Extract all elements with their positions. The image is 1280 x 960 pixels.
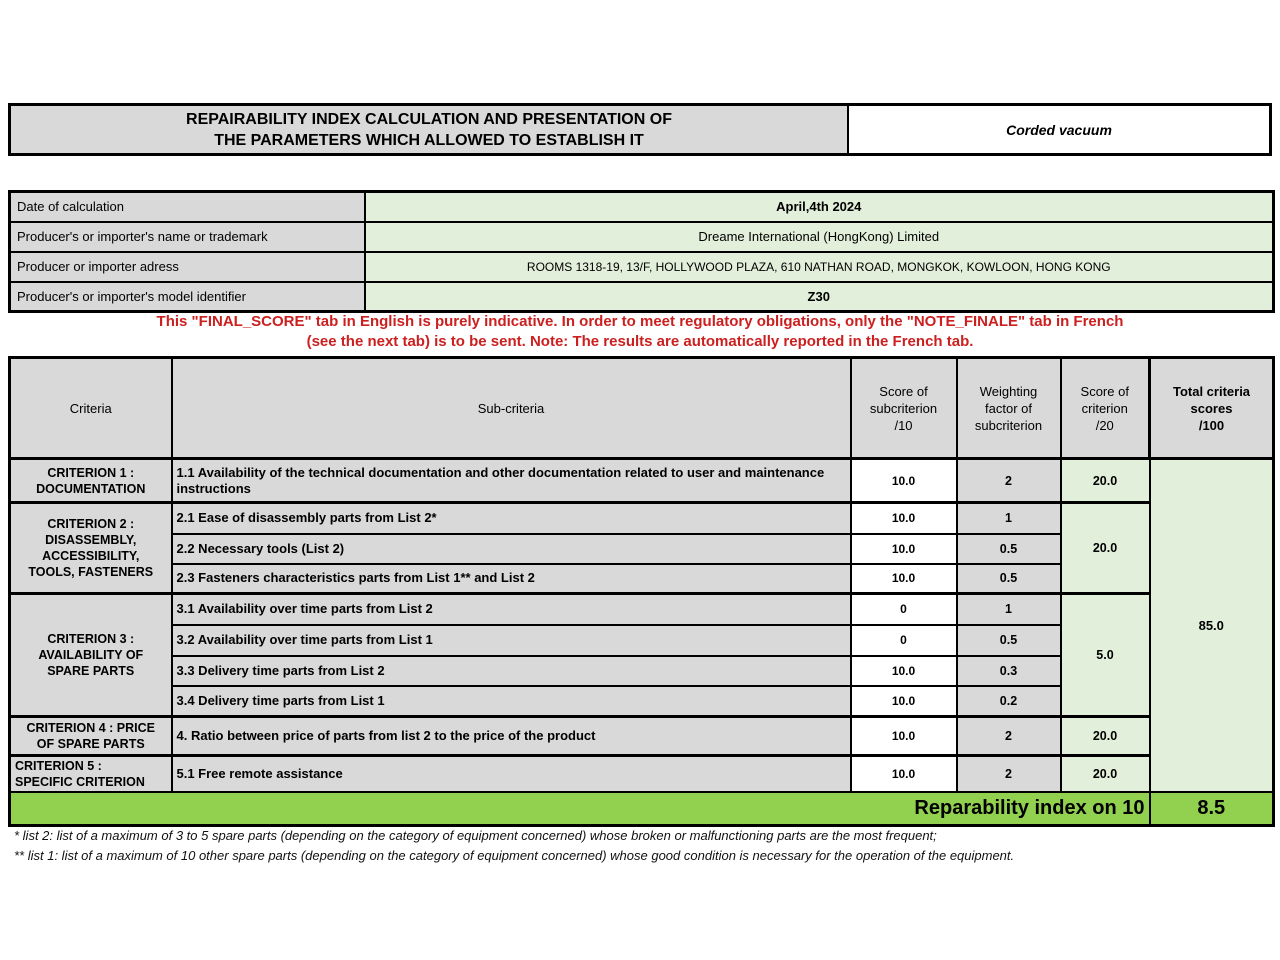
info-row-date: Date of calculation April,4th 2024 xyxy=(8,190,1275,223)
table-header-row: Criteria Sub-criteria Score of subcriter… xyxy=(8,356,1275,460)
page-title: REPAIRABILITY INDEX CALCULATION AND PRES… xyxy=(11,106,849,153)
reparability-index-label: Reparability index on 10 xyxy=(8,791,1151,826)
criteria-table: Criteria Sub-criteria Score of subcriter… xyxy=(8,356,1275,827)
criterion-5-score: 20.0 xyxy=(1059,754,1151,793)
subcriterion-3-4-weight: 0.2 xyxy=(955,684,1062,718)
info-value-address: ROOMS 1318-19, 13/F, HOLLYWOOD PLAZA, 61… xyxy=(363,250,1275,283)
subcriterion-3-3-label: 3.3 Delivery time parts from List 2 xyxy=(170,654,852,687)
subcriterion-3-3-weight: 0.3 xyxy=(955,654,1062,687)
info-value-producer: Dreame International (HongKong) Limited xyxy=(363,220,1275,253)
table-row: CRITERION 3 : AVAILABILITY OF SPARE PART… xyxy=(8,592,1274,718)
table-row: 2.2 Necessary tools (List 2) 10.0 0.5 xyxy=(10,532,1274,565)
subcriterion-2-1-label: 2.1 Ease of disassembly parts from List … xyxy=(170,501,852,535)
criterion-2-score: 20.0 xyxy=(1059,501,1151,595)
info-value-date: April,4th 2024 xyxy=(363,190,1275,223)
page-title-line2: THE PARAMETERS WHICH ALLOWED TO ESTABLIS… xyxy=(214,131,644,149)
table-row: CRITERION 1 : DOCUMENTATION 1.1 Availabi… xyxy=(8,457,1275,793)
product-name: Corded vacuum xyxy=(849,106,1269,153)
subcriterion-2-2-label: 2.2 Necessary tools (List 2) xyxy=(170,532,852,565)
info-label-producer: Producer's or importer's name or tradema… xyxy=(8,220,366,253)
subcriterion-3-2-weight: 0.5 xyxy=(955,623,1062,657)
header-criteria: Criteria xyxy=(8,356,173,460)
criterion-3-score: 5.0 xyxy=(1059,592,1151,718)
subcriterion-3-3-score: 10.0 xyxy=(849,654,958,687)
warning-line1: This "FINAL_SCORE" tab in English is pur… xyxy=(156,313,1124,330)
subcriterion-4-label: 4. Ratio between price of parts from lis… xyxy=(170,715,852,757)
criterion-4-score: 20.0 xyxy=(1059,715,1151,757)
subcriterion-3-1-score: 0 xyxy=(849,592,958,626)
info-label-model: Producer's or importer's model identifie… xyxy=(8,280,366,313)
subcriterion-1-1-weight: 2 xyxy=(955,457,1062,504)
footnote-list2: * list 2: list of a maximum of 3 to 5 sp… xyxy=(14,828,937,843)
header-total-scores: Total criteria scores /100 xyxy=(1148,356,1275,460)
footnotes: * list 2: list of a maximum of 3 to 5 sp… xyxy=(14,826,1214,866)
subcriterion-1-1-label: 1.1 Availability of the technical docume… xyxy=(170,457,852,504)
subcriterion-3-2-score: 0 xyxy=(849,623,958,657)
criterion-2-label: CRITERION 2 : DISASSEMBLY, ACCESSIBILITY… xyxy=(8,501,173,595)
subcriterion-5-1-score: 10.0 xyxy=(849,754,958,793)
subcriterion-3-4-score: 10.0 xyxy=(849,684,958,718)
reparability-index-value: 8.5 xyxy=(1148,791,1275,826)
table-row: CRITERION 5 : SPECIFIC CRITERION 5.1 Fre… xyxy=(8,754,1274,793)
total-criteria-score: 85.0 xyxy=(1148,457,1275,793)
subcriterion-2-3-label: 2.3 Fasteners characteristics parts from… xyxy=(170,562,852,595)
title-block: REPAIRABILITY INDEX CALCULATION AND PRES… xyxy=(8,103,1272,156)
info-value-model: Z30 xyxy=(363,280,1275,313)
subcriterion-2-1-score: 10.0 xyxy=(849,501,958,535)
reparability-index-row: Reparability index on 10 8.5 xyxy=(8,791,1275,826)
subcriterion-5-1-label: 5.1 Free remote assistance xyxy=(170,754,852,793)
header-subcriteria: Sub-criteria xyxy=(170,356,852,460)
subcriterion-2-2-score: 10.0 xyxy=(849,532,958,565)
criterion-4-label: CRITERION 4 : PRICE OF SPARE PARTS xyxy=(8,715,173,757)
page-title-line1: REPAIRABILITY INDEX CALCULATION AND PRES… xyxy=(186,110,672,128)
subcriterion-3-4-label: 3.4 Delivery time parts from List 1 xyxy=(170,684,852,718)
table-row: 3.3 Delivery time parts from List 2 10.0… xyxy=(10,654,1274,687)
criterion-3-label: CRITERION 3 : AVAILABILITY OF SPARE PART… xyxy=(8,592,173,718)
warning-text: This "FINAL_SCORE" tab in English is pur… xyxy=(0,312,1280,352)
table-row: 2.3 Fasteners characteristics parts from… xyxy=(10,562,1274,595)
header-score-subcriterion: Score of subcriterion /10 xyxy=(849,356,958,460)
info-table: Date of calculation April,4th 2024 Produ… xyxy=(8,190,1275,313)
info-row-producer: Producer's or importer's name or tradema… xyxy=(8,220,1275,253)
table-row: CRITERION 4 : PRICE OF SPARE PARTS 4. Ra… xyxy=(8,715,1274,757)
subcriterion-4-score: 10.0 xyxy=(849,715,958,757)
subcriterion-2-3-score: 10.0 xyxy=(849,562,958,595)
subcriterion-5-1-weight: 2 xyxy=(955,754,1062,793)
table-row: 3.2 Availability over time parts from Li… xyxy=(10,623,1274,657)
subcriterion-4-weight: 2 xyxy=(955,715,1062,757)
subcriterion-3-1-label: 3.1 Availability over time parts from Li… xyxy=(170,592,852,626)
table-row: CRITERION 2 : DISASSEMBLY, ACCESSIBILITY… xyxy=(8,501,1274,595)
subcriterion-2-3-weight: 0.5 xyxy=(955,562,1062,595)
header-weighting-factor: Weighting factor of subcriterion xyxy=(955,356,1062,460)
footnote-list1: ** list 1: list of a maximum of 10 other… xyxy=(14,848,1015,863)
subcriterion-2-2-weight: 0.5 xyxy=(955,532,1062,565)
info-label-address: Producer or importer adress xyxy=(8,250,366,283)
table-row: 3.4 Delivery time parts from List 1 10.0… xyxy=(10,684,1274,718)
subcriterion-3-2-label: 3.2 Availability over time parts from Li… xyxy=(170,623,852,657)
criterion-5-label: CRITERION 5 : SPECIFIC CRITERION xyxy=(8,754,173,793)
subcriterion-3-1-weight: 1 xyxy=(955,592,1062,626)
warning-line2: (see the next tab) is to be sent. Note: … xyxy=(306,333,974,350)
header-score-criterion: Score of criterion /20 xyxy=(1059,356,1151,460)
criterion-1-label: CRITERION 1 : DOCUMENTATION xyxy=(8,457,173,504)
subcriterion-2-1-weight: 1 xyxy=(955,501,1062,535)
subcriterion-1-1-score: 10.0 xyxy=(849,457,958,504)
info-row-model: Producer's or importer's model identifie… xyxy=(8,280,1275,313)
info-label-date: Date of calculation xyxy=(8,190,366,223)
info-row-address: Producer or importer adress ROOMS 1318-1… xyxy=(8,250,1275,283)
criterion-1-score: 20.0 xyxy=(1059,457,1151,504)
